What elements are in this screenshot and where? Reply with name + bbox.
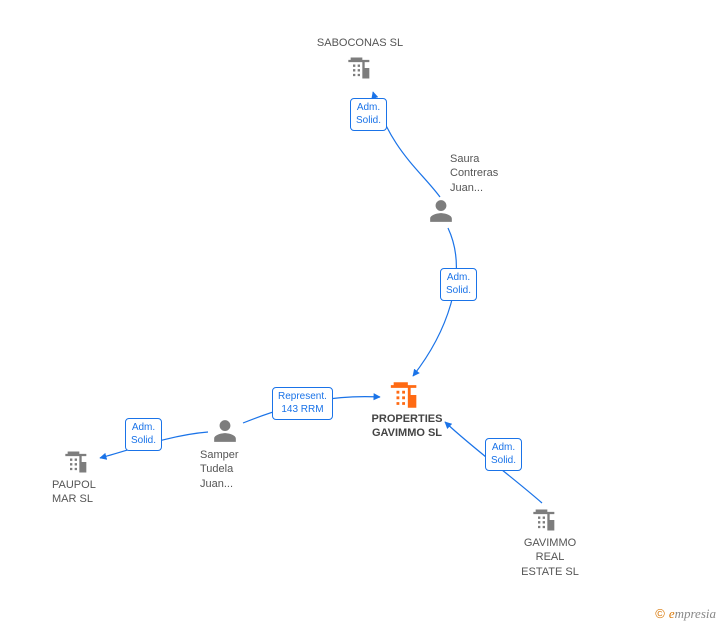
node-label-gavimmo: GAVIMMO REAL ESTATE SL <box>510 536 590 579</box>
edge-label-e2: Adm. Solid. <box>440 268 477 301</box>
edge-e2 <box>413 228 456 376</box>
building-icon[interactable] <box>63 448 91 481</box>
edge-label-e1: Adm. Solid. <box>350 98 387 131</box>
watermark: ©empresia <box>655 606 716 622</box>
person-icon[interactable] <box>212 418 238 449</box>
node-label-paupol: PAUPOL MAR SL <box>52 478 96 507</box>
building-icon[interactable] <box>531 506 559 539</box>
building-icon[interactable] <box>346 54 374 87</box>
node-label-samper: Samper Tudela Juan... <box>200 448 239 491</box>
edge-label-e5: Adm. Solid. <box>485 438 522 471</box>
node-label-properties: PROPERTIES GAVIMMO SL <box>352 412 462 441</box>
edge-label-e3: Represent. 143 RRM <box>272 387 333 420</box>
edge-label-e4: Adm. Solid. <box>125 418 162 451</box>
node-label-saboconas: SABOCONAS SL <box>310 36 410 50</box>
diagram-canvas: Adm. Solid. Adm. Solid. Represent. 143 R… <box>0 0 728 630</box>
watermark-text: mpresia <box>675 606 716 621</box>
edges-layer <box>0 0 728 630</box>
copyright-symbol: © <box>655 606 665 621</box>
node-label-saura: Saura Contreras Juan... <box>450 152 498 195</box>
person-icon[interactable] <box>428 198 454 229</box>
